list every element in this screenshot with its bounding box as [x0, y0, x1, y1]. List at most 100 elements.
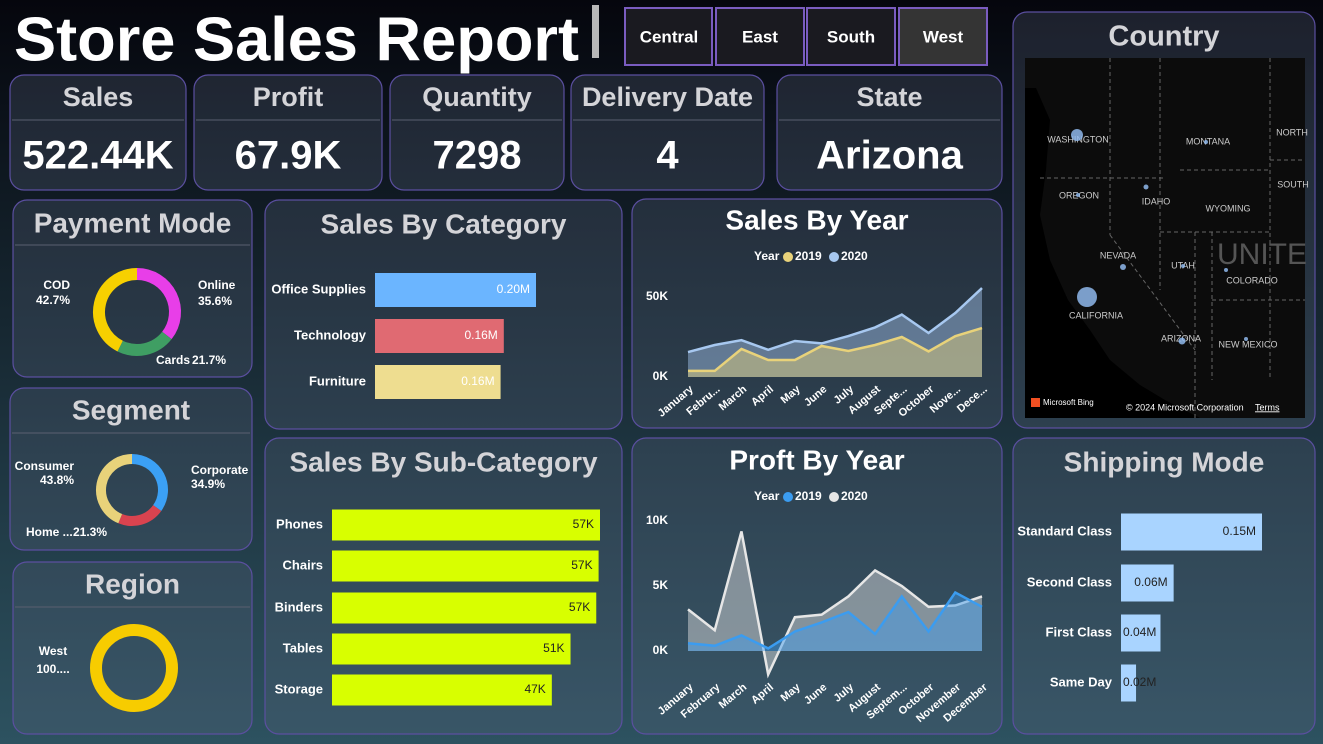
slice-label: 21.7% — [192, 353, 226, 367]
filter-box[interactable] — [624, 7, 713, 66]
y-tick-label: Chairs — [283, 557, 323, 572]
y-tick-label: Second Class — [1027, 574, 1112, 589]
bar — [1121, 564, 1174, 602]
map-label: WYOMING — [1206, 203, 1251, 213]
filter-label[interactable]: East — [742, 27, 778, 46]
bar — [332, 674, 552, 706]
legend-marker — [829, 252, 839, 262]
y-tick-label: 50K — [646, 289, 668, 303]
bar — [332, 592, 597, 624]
map-label: MONTANA — [1186, 136, 1230, 146]
filter-label[interactable]: West — [923, 27, 964, 46]
legend-label: 2019 — [795, 489, 822, 503]
filter-button[interactable]: East — [715, 7, 805, 66]
area-line — [687, 287, 983, 354]
map-bubble — [1143, 184, 1149, 190]
y-tick-label: First Class — [1046, 624, 1112, 639]
page-title: Store Sales Report — [14, 5, 579, 74]
area-line — [687, 531, 983, 679]
map-label: NEW MEXICO — [1218, 339, 1277, 349]
bar — [1121, 513, 1262, 551]
filter-box[interactable] — [715, 7, 805, 66]
legend-label: 2019 — [795, 249, 822, 263]
panel — [570, 74, 765, 191]
data-label: 0.16M — [464, 328, 497, 342]
kpi-value: 4 — [656, 134, 679, 178]
slice-name: West — [39, 644, 67, 658]
slice-label: 42.7% — [36, 293, 70, 307]
map-label: IDAHO — [1142, 196, 1171, 206]
y-tick-label: Standard Class — [1017, 523, 1112, 538]
map-attribution[interactable]: Terms — [1255, 402, 1280, 412]
bar — [375, 273, 536, 307]
bar — [1121, 664, 1137, 702]
map-title: Country — [1108, 21, 1219, 53]
bing-logo — [1031, 398, 1040, 407]
filter-button[interactable]: South — [806, 7, 896, 66]
map-bubble — [1071, 129, 1083, 141]
y-tick-label: Storage — [275, 681, 323, 696]
slice-name: COD — [43, 278, 70, 292]
map-label: CALIFORNIA — [1069, 310, 1123, 320]
y-tick-label: Binders — [275, 599, 323, 614]
chart-title: Sales By Year — [725, 204, 908, 235]
map-label: NEVADA — [1100, 250, 1136, 260]
chart-title: Sales By Category — [321, 208, 567, 239]
bar — [332, 550, 599, 582]
panel — [631, 437, 1003, 735]
panel — [389, 74, 565, 191]
data-label: 0.04M — [1123, 625, 1156, 639]
bar — [332, 633, 571, 665]
area-line — [687, 590, 983, 650]
panel — [193, 74, 383, 191]
data-label: 51K — [543, 641, 564, 655]
panel — [9, 387, 253, 551]
y-tick-label: Phones — [276, 516, 323, 531]
map-label: NORTH — [1276, 127, 1308, 137]
map-attribution: Microsoft Bing — [1043, 398, 1094, 407]
filter-button[interactable]: Central — [624, 7, 713, 66]
panel — [9, 74, 187, 191]
kpi-value: 67.9K — [235, 134, 342, 178]
data-label: 0.02M — [1123, 675, 1156, 689]
kpi-label: Sales — [63, 82, 134, 112]
donut-slice — [118, 504, 162, 526]
slice-name: Cards — [156, 353, 190, 367]
map-bubble — [1244, 337, 1248, 341]
slice-label: 35.6% — [198, 294, 232, 308]
filter-box[interactable] — [898, 7, 988, 66]
legend-marker — [783, 252, 793, 262]
slice-name: Corporate — [191, 463, 249, 477]
y-tick-label: Furniture — [309, 373, 366, 388]
filter-label[interactable]: Central — [640, 27, 699, 46]
filter-box[interactable] — [806, 7, 896, 66]
bar — [1121, 614, 1161, 652]
bar — [375, 319, 504, 353]
map-label: UNITE — [1217, 238, 1307, 271]
y-tick-label: 10K — [646, 513, 668, 527]
legend-label: 2020 — [841, 249, 868, 263]
y-tick-label: 0K — [653, 643, 669, 657]
map-bubble — [1181, 264, 1185, 268]
legend-title: Year — [754, 489, 780, 503]
state-border — [1109, 234, 1196, 351]
bar — [332, 509, 600, 541]
chart-title: Segment — [72, 394, 190, 425]
filter-button[interactable]: West — [898, 7, 988, 66]
filter-label[interactable]: South — [827, 27, 875, 46]
slice-label: 43.8% — [40, 473, 74, 487]
map-bubble — [1178, 337, 1186, 345]
y-tick-label: 0K — [653, 369, 669, 383]
kpi-label: Delivery Date — [582, 82, 753, 112]
slice-name: Home ... — [26, 525, 73, 539]
kpi-label: Profit — [253, 82, 324, 112]
y-tick-label: Tables — [283, 640, 323, 655]
data-label: 0.06M — [1134, 575, 1167, 589]
chart-title: Shipping Mode — [1064, 446, 1265, 477]
chart-title: Region — [85, 568, 180, 599]
map-bubble — [1120, 264, 1126, 270]
legend-label: 2020 — [841, 489, 868, 503]
legend-marker — [829, 492, 839, 502]
